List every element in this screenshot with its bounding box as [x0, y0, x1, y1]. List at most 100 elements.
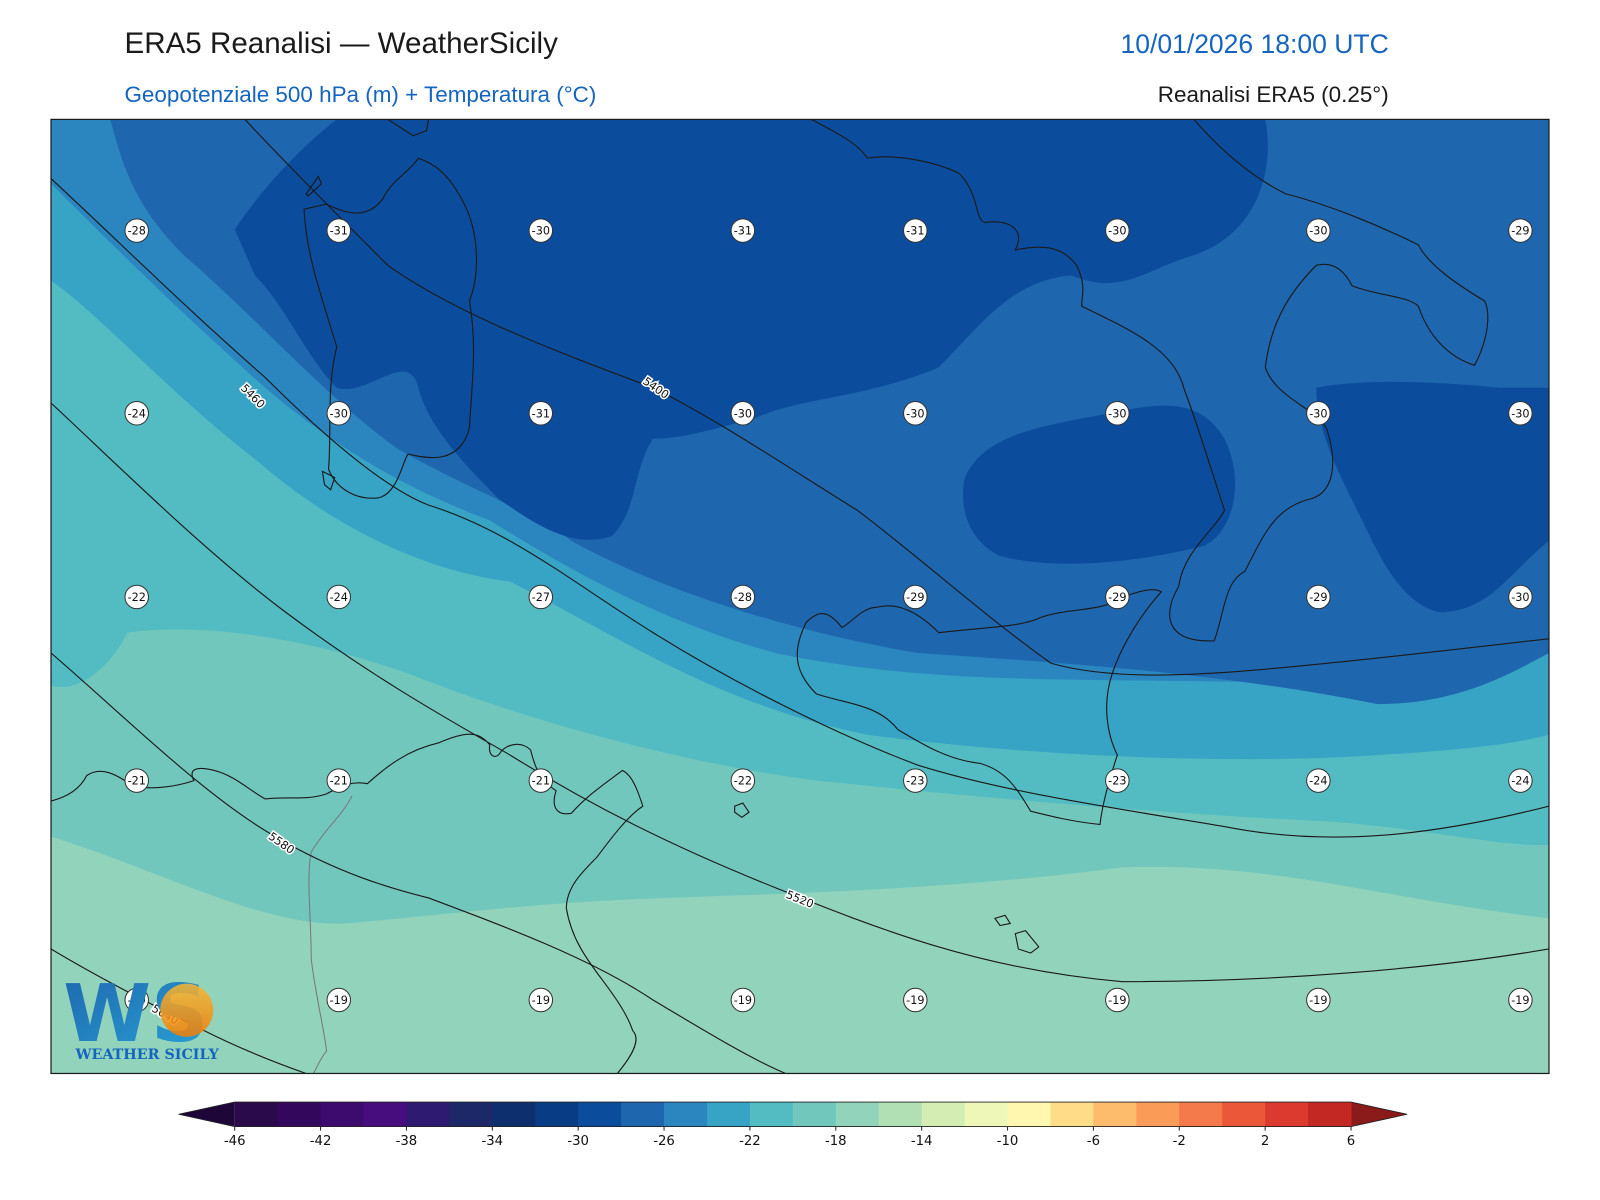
colorbar-segment — [1265, 1102, 1309, 1127]
marker-circle — [1306, 987, 1331, 1013]
colorbar-segment — [406, 1102, 450, 1127]
marker-circle — [326, 768, 352, 793]
colorbar-tick-label: -30 — [567, 1134, 589, 1149]
marker-circle — [1105, 584, 1130, 610]
temperature-marker: -23 — [903, 768, 928, 793]
marker-circle — [528, 218, 554, 243]
colorbar-segment — [1136, 1102, 1180, 1127]
temperature-value: -30 — [1108, 407, 1126, 420]
temperature-value: -23 — [906, 775, 924, 788]
marker-circle — [326, 987, 352, 1013]
border — [308, 795, 353, 1074]
temperature-marker: -28 — [124, 218, 149, 243]
temperature-value: -28 — [128, 225, 146, 238]
temperature-marker: -24 — [326, 584, 352, 610]
logo: WS WEATHER SICILY — [63, 967, 219, 1063]
colorbar-tick-label: -42 — [310, 1134, 332, 1149]
colorbar-tick-label: -26 — [653, 1134, 675, 1149]
temperature-value: -30 — [906, 407, 924, 420]
temperature-value: -19 — [734, 994, 752, 1007]
temperature-marker: -29 — [1105, 584, 1130, 610]
temperature-value: -24 — [1511, 775, 1529, 788]
temperature-marker: -19 — [326, 987, 352, 1013]
temperature-value: -19 — [1309, 994, 1327, 1007]
colorbar-segment — [921, 1102, 966, 1127]
datetime: 10/01/2026 18:00 UTC — [1120, 29, 1388, 59]
temperature-value: -21 — [532, 775, 550, 788]
marker-circle — [1105, 401, 1130, 426]
temperature-value: -30 — [1511, 591, 1529, 604]
temperature-value: -27 — [532, 591, 550, 604]
coastline — [734, 802, 1040, 954]
colorbar-segment — [234, 1102, 279, 1127]
colorbar-segment — [492, 1102, 536, 1127]
temperature-value: -30 — [330, 407, 348, 420]
temp-band — [1316, 381, 1549, 613]
colorbar-segment — [749, 1102, 794, 1127]
colorbar-segment — [449, 1102, 493, 1127]
marker-circle — [124, 218, 149, 243]
temperature-marker: -19 — [124, 987, 149, 1013]
colorbar-tick-label: 6 — [1347, 1134, 1355, 1149]
temperature-marker: -21 — [124, 768, 149, 793]
temperature-value: -19 — [1511, 994, 1529, 1007]
temperature-value: -31 — [906, 225, 924, 238]
map-frame — [50, 118, 1550, 1075]
temp-band — [963, 405, 1236, 564]
temperature-value: -29 — [1309, 591, 1327, 604]
temperature-value: -29 — [906, 591, 924, 604]
marker-circle — [730, 768, 756, 793]
marker-circle — [528, 987, 554, 1013]
colorbar-segment — [277, 1102, 322, 1127]
marker-circle — [903, 584, 928, 610]
colorbar-segment — [878, 1102, 923, 1127]
temperature-marker: -22 — [124, 584, 149, 610]
temperature-marker: -31 — [326, 218, 352, 243]
coastline — [51, 733, 644, 1074]
colorbar-segment — [578, 1102, 622, 1127]
temperature-value: -22 — [128, 591, 146, 604]
temperature-value: -24 — [1309, 775, 1327, 788]
marker-circle — [1306, 401, 1331, 426]
colorbar-segment — [363, 1102, 407, 1127]
marker-circle — [326, 584, 352, 610]
temperature-marker: -24 — [1306, 768, 1331, 793]
temperature-value: -19 — [128, 994, 146, 1007]
colorbar-over — [1351, 1102, 1408, 1127]
temperature-value: -30 — [532, 225, 550, 238]
marker-circle — [903, 401, 928, 426]
title: ERA5 Reanalisi — WeatherSicily — [124, 27, 558, 60]
temperature-marker: -30 — [326, 401, 352, 426]
coastline — [303, 157, 478, 499]
colorbar-tick-label: -34 — [481, 1134, 503, 1149]
colorbar-under — [178, 1102, 235, 1127]
temperature-marker: -30 — [528, 218, 554, 243]
temperature-marker: -24 — [124, 401, 149, 426]
colorbar-tick-label: -6 — [1087, 1134, 1100, 1149]
marker-circle — [1508, 584, 1533, 610]
temperature-marker: -19 — [730, 987, 756, 1013]
colorbar-tick-label: -2 — [1173, 1134, 1186, 1149]
temperature-marker: -19 — [528, 987, 554, 1013]
temperature-value: -30 — [1108, 225, 1126, 238]
marker-circle — [1105, 768, 1130, 793]
temperature-value: -29 — [1511, 225, 1529, 238]
coastline — [810, 119, 1489, 642]
marker-circle — [1508, 768, 1533, 793]
logo-sun — [160, 983, 214, 1037]
marker-circle — [730, 584, 756, 610]
contour-line — [51, 402, 1549, 983]
colorbar-segment — [835, 1102, 880, 1127]
colorbar-tick-label: -10 — [997, 1134, 1019, 1149]
temperature-marker: -21 — [326, 768, 352, 793]
temperature-value: -24 — [330, 591, 348, 604]
temperature-value: -31 — [330, 225, 348, 238]
temperature-marker: -30 — [1306, 218, 1331, 243]
marker-circle — [124, 401, 149, 426]
temperature-marker: -23 — [1105, 768, 1130, 793]
marker-circle — [1306, 218, 1331, 243]
subtitle: Geopotenziale 500 hPa (m) + Temperatura … — [124, 82, 596, 107]
temperature-value: -31 — [734, 225, 752, 238]
colorbar-segment — [706, 1102, 751, 1127]
